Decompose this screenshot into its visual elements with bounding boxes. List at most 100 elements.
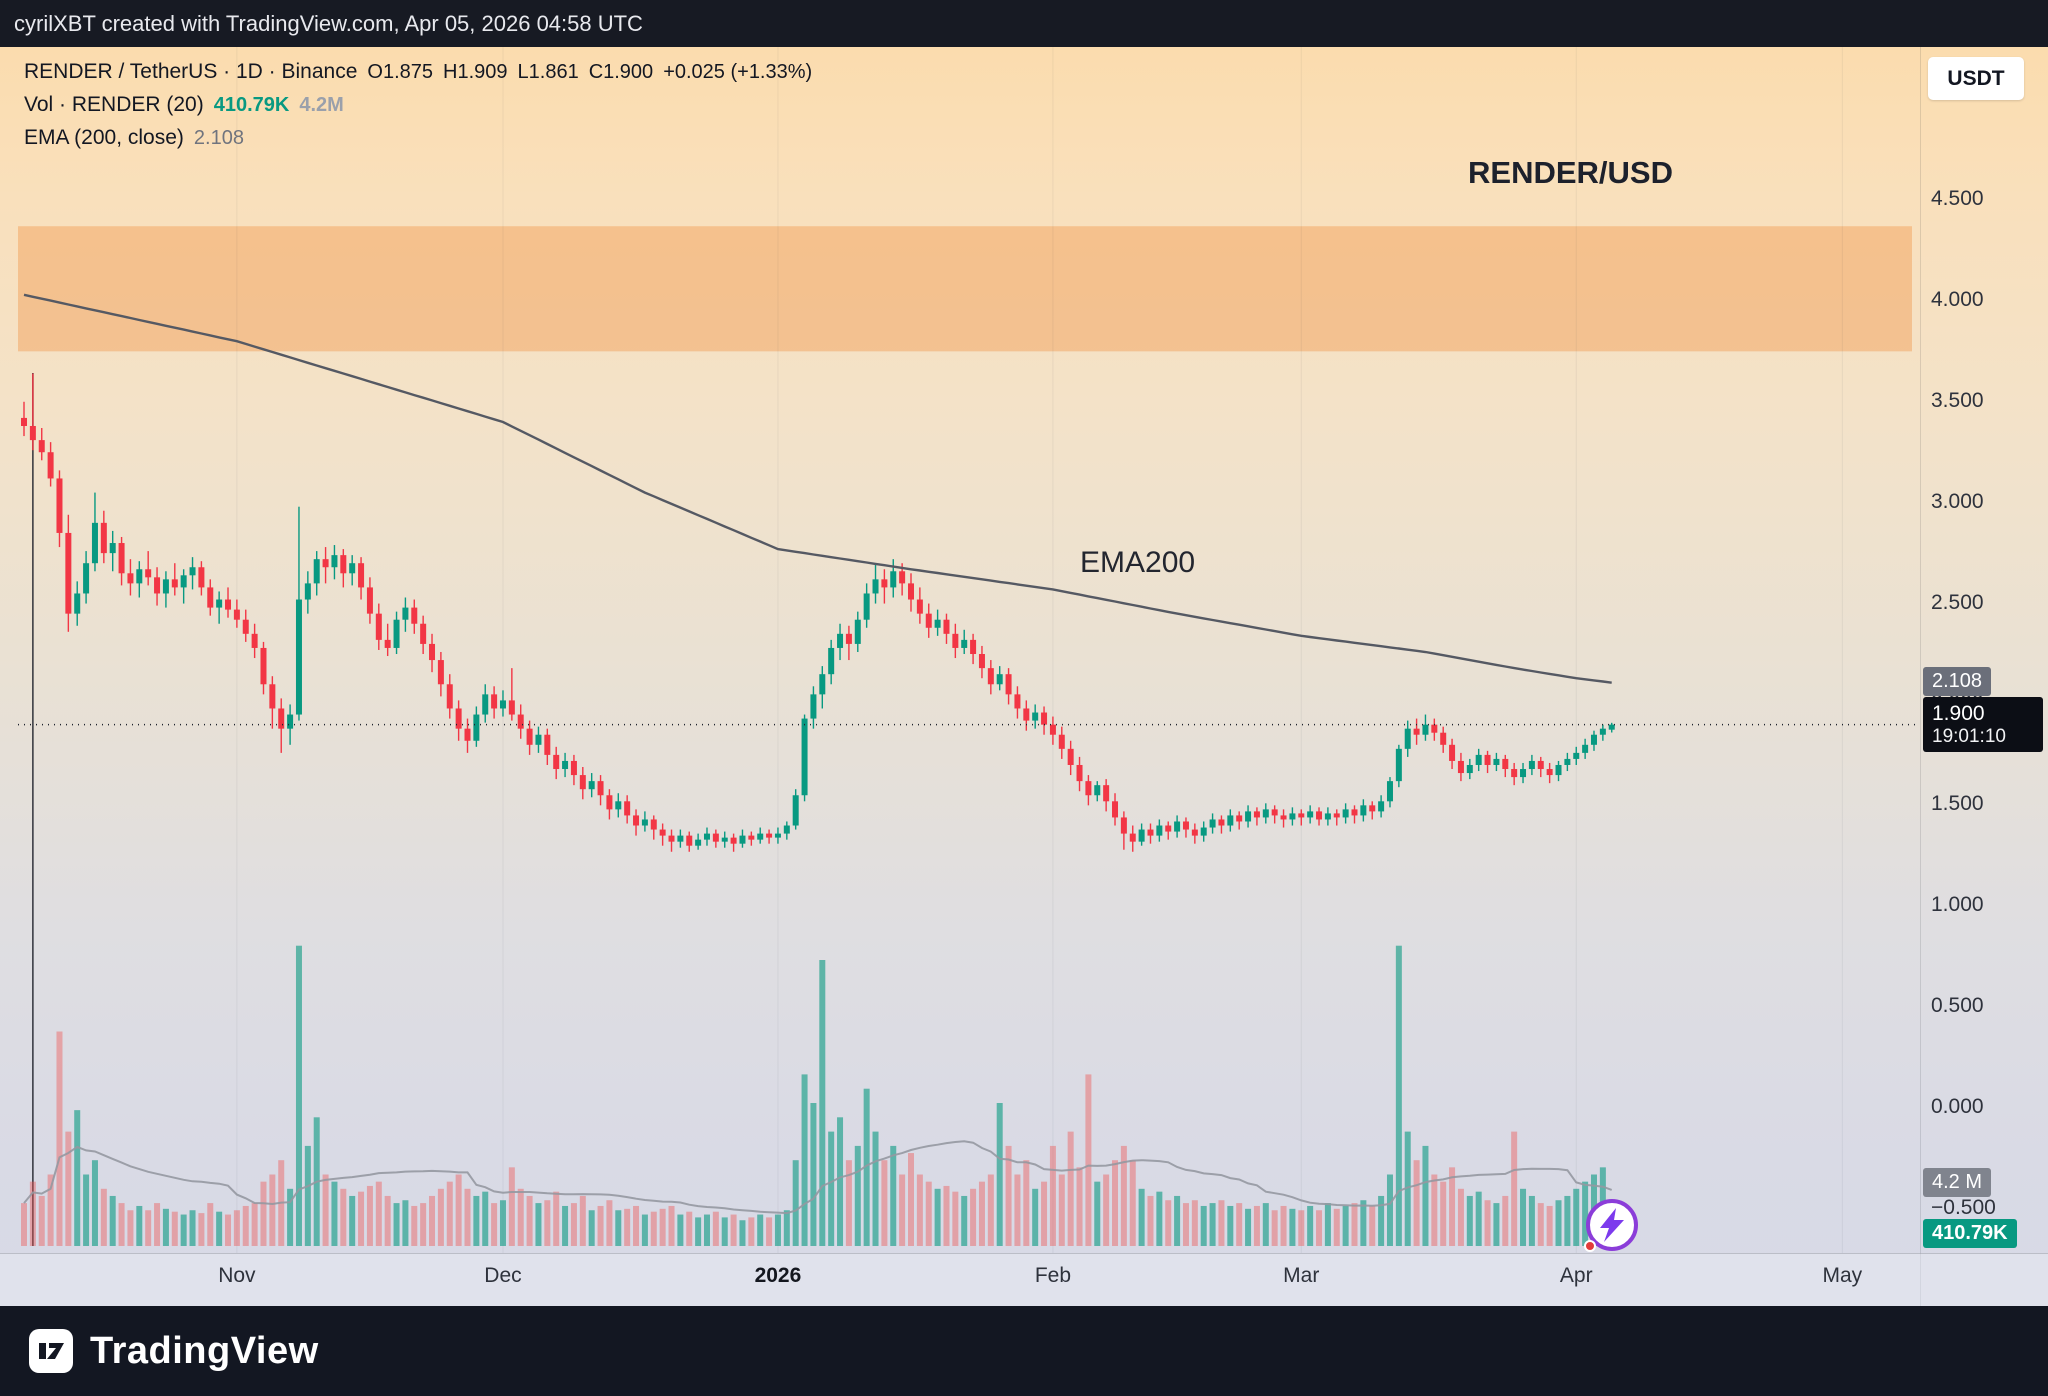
candle: [1537, 756, 1544, 778]
volume-bar: [207, 1203, 214, 1246]
ema200-line[interactable]: [23, 293, 1612, 684]
volume-bar: [225, 1214, 232, 1246]
candle: [216, 591, 223, 624]
last-price-value: 1.900: [1932, 702, 1985, 725]
candle: [1333, 809, 1340, 826]
volume-bar: [109, 1195, 116, 1246]
price-tick-label: 3.500: [1931, 388, 1984, 412]
time-tick-label: Apr: [1559, 1264, 1593, 1287]
candle: [801, 714, 808, 802]
volume-bar: [819, 960, 826, 1246]
candle: [952, 623, 959, 659]
candle: [659, 823, 666, 846]
volume-bar: [47, 1174, 54, 1246]
candle: [154, 567, 161, 606]
volume-bar: [1280, 1205, 1287, 1246]
candle: [899, 563, 906, 596]
time-tick-label: Mar: [1283, 1264, 1320, 1287]
candle: [1085, 775, 1092, 806]
candle: [1599, 724, 1606, 741]
price-axis[interactable]: 4.5004.0003.5003.0002.5002.0001.5001.000…: [1920, 47, 2048, 1253]
legend-ema-row[interactable]: EMA (200, close) 2.108: [24, 126, 812, 150]
candle: [677, 829, 684, 848]
candle: [1271, 805, 1278, 824]
price-tick-label: 0.000: [1931, 1095, 1984, 1118]
candle: [1067, 740, 1074, 776]
top-credit-bar: cyrilXBT created with TradingView.com, A…: [0, 0, 2048, 47]
candle: [1280, 809, 1287, 828]
volume-bar: [216, 1211, 223, 1246]
time-axis[interactable]: Nov Dec 2026 Feb Mar Apr May: [0, 1253, 2048, 1306]
candle: [1422, 714, 1429, 741]
volume-bar: [633, 1205, 640, 1246]
volume-bar: [792, 1160, 799, 1246]
volume-bar: [766, 1217, 773, 1246]
volume-bar: [322, 1174, 329, 1246]
candle: [251, 623, 258, 659]
legend-volume-row[interactable]: Vol · RENDER (20) 410.79K 4.2M: [24, 93, 812, 117]
candle: [322, 547, 329, 584]
volume-ma-value: 4.2M: [299, 94, 344, 116]
candle: [1032, 704, 1039, 729]
candle: [1404, 720, 1411, 757]
tradingview-logo-icon: [29, 1329, 73, 1373]
candle: [375, 603, 382, 650]
candle: [91, 492, 98, 572]
volume-bar: [1440, 1181, 1447, 1246]
volume-bar: [1138, 1188, 1145, 1246]
legend-symbol-row[interactable]: RENDER / TetherUS · 1D · Binance O1.875 …: [24, 60, 812, 84]
tradingview-wordmark[interactable]: TradingView: [90, 1329, 319, 1372]
volume-bar: [1289, 1208, 1296, 1246]
candle: [1502, 754, 1509, 778]
volume-bar: [1457, 1188, 1464, 1246]
volume-bar: [881, 1160, 888, 1246]
volume-bar: [180, 1214, 187, 1246]
currency-toggle-button[interactable]: USDT: [1928, 57, 2024, 100]
candle: [136, 561, 143, 598]
candle: [606, 789, 613, 820]
volume-bar: [721, 1217, 728, 1246]
candle: [1378, 795, 1385, 818]
volume-bar: [118, 1203, 125, 1246]
volume-bar: [1502, 1195, 1509, 1246]
volume-bar: [828, 1131, 835, 1246]
candle: [863, 583, 870, 628]
volume-bar: [1067, 1131, 1074, 1246]
candle: [517, 704, 524, 739]
candle: [544, 728, 551, 765]
candle: [1200, 821, 1207, 842]
candle: [1360, 799, 1367, 822]
volume-bar: [242, 1205, 249, 1246]
volume-bar: [384, 1195, 391, 1246]
candle: [225, 587, 232, 618]
volume-bar: [597, 1205, 604, 1246]
volume-bar: [854, 1145, 861, 1246]
volume-bar: [845, 1160, 852, 1246]
volume-bar: [810, 1103, 817, 1246]
volume-bar: [1147, 1195, 1154, 1246]
candle: [313, 551, 320, 596]
volume-bar: [562, 1205, 569, 1246]
volume-current-badge: 410.79K: [1923, 1219, 2017, 1248]
volume-bar: [1182, 1203, 1189, 1246]
candle: [1236, 811, 1243, 830]
volume-bar: [1546, 1205, 1553, 1246]
candle: [127, 559, 134, 596]
volume-bar: [952, 1191, 959, 1246]
volume-bar: [837, 1117, 844, 1246]
volume-bar: [1041, 1181, 1048, 1246]
volume-bar: [1218, 1200, 1225, 1246]
candle: [171, 563, 178, 596]
candle: [943, 613, 950, 644]
candle: [1475, 748, 1482, 772]
volume-bar: [1209, 1203, 1216, 1246]
candle: [1138, 823, 1145, 846]
candles-layer: [21, 373, 1615, 852]
volume-bar: [1262, 1203, 1269, 1246]
candle: [109, 530, 116, 572]
candle: [872, 563, 879, 604]
volume-bar: [774, 1214, 781, 1246]
candle: [562, 752, 569, 778]
candle: [1449, 738, 1456, 770]
